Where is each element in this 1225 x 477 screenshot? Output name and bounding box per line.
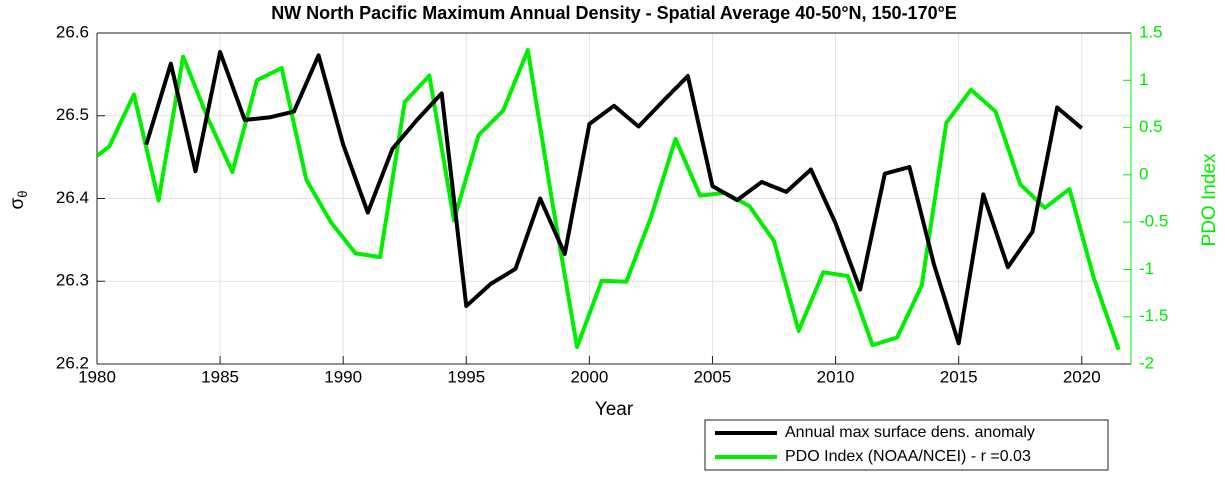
x-tick-label: 2020	[1063, 367, 1101, 386]
y-tick-label: 26.5	[56, 105, 89, 124]
y2-axis-label: PDO Index	[1199, 153, 1220, 246]
x-tick-label: 2010	[817, 367, 855, 386]
y2-tick-label: 0	[1139, 164, 1148, 183]
y-axis-label-symbol: σ	[7, 197, 28, 209]
x-tick-label: 2000	[570, 367, 608, 386]
x-tick-label: 1980	[78, 367, 116, 386]
data-line	[144, 50, 1084, 346]
x-tick-label: 2005	[694, 367, 732, 386]
x-tick-label: 2015	[940, 367, 978, 386]
y-axis-label-subscript: θ	[15, 191, 30, 198]
chart-title: NW North Pacific Maximum Annual Density …	[271, 3, 957, 23]
y-tick-label: 26.6	[56, 22, 89, 41]
legend-label: PDO Index (NOAA/NCEI) - r =0.03	[785, 448, 1031, 465]
y-tick-label: 26.3	[56, 271, 89, 290]
x-tick-label: 1990	[324, 367, 362, 386]
y2-tick-label: -1.5	[1139, 306, 1168, 325]
x-tick-label: 1985	[201, 367, 239, 386]
y-axis-label: σθ	[7, 191, 30, 210]
y2-tick-label: -1	[1139, 259, 1154, 278]
plot-lines	[97, 48, 1121, 351]
y2-tick-label: 1	[1139, 70, 1148, 89]
y-tick-label: 26.4	[56, 188, 89, 207]
x-tick-label: 1995	[447, 367, 485, 386]
legend-box	[704, 419, 1109, 471]
data-line	[97, 48, 1121, 351]
y2-tick-label: -2	[1139, 353, 1154, 372]
x-axis-label: Year	[595, 399, 634, 420]
legend-label: Annual max surface dens. anomaly	[785, 424, 1035, 441]
y2-tick-label: 0.5	[1139, 117, 1163, 136]
y-tick-label: 26.2	[56, 353, 89, 372]
y2-tick-label: 1.5	[1139, 22, 1163, 41]
y2-tick-label: -0.5	[1139, 212, 1168, 231]
